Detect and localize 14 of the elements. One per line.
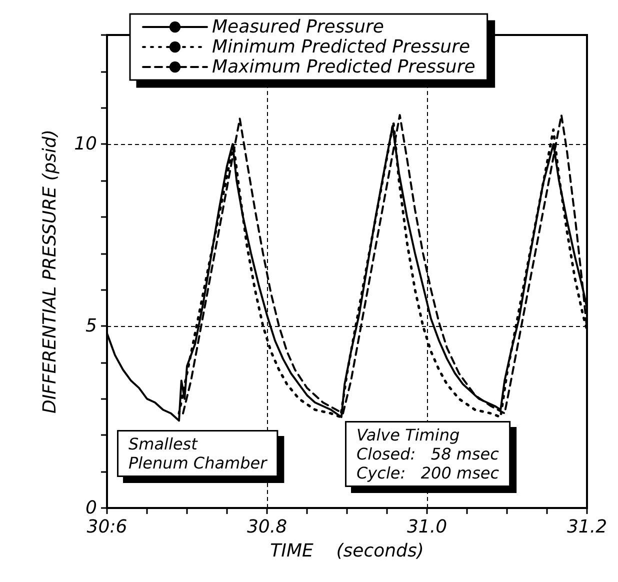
- annotation: Valve Timing Closed: 58 msec Cycle: 200 msec: [356, 426, 500, 482]
- x-tick-label: 30:6: [86, 516, 128, 538]
- x-tick-label: 31.0: [406, 516, 448, 538]
- legend-label: Maximum Predicted Pressure: [212, 56, 476, 78]
- x-axis-title: TIME (seconds): [270, 540, 424, 562]
- legend-label: Minimum Predicted Pressure: [212, 36, 470, 58]
- y-tick-label: 10: [74, 134, 97, 155]
- y-tick-label: 0: [86, 498, 97, 518]
- text: 30.8: [246, 516, 288, 538]
- annotation: Smallest Plenum Chamber: [128, 434, 268, 472]
- y-tick-label: 5: [86, 316, 97, 337]
- legend-label: Measured Pressure: [212, 16, 384, 38]
- x-tick-label: 31.2: [566, 516, 608, 538]
- y-axis-title: DIFFERENTIAL PRESSURE (psid): [40, 130, 60, 414]
